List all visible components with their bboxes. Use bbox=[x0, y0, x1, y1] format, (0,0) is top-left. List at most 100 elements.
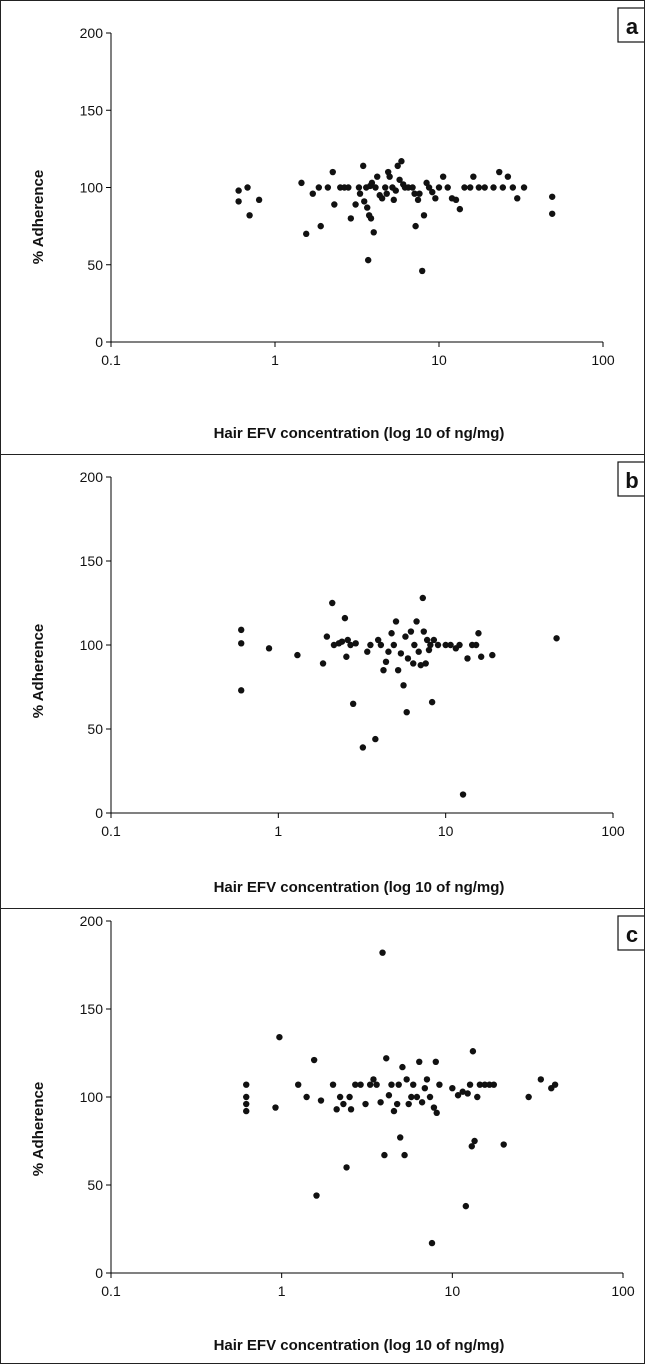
data-point bbox=[340, 1100, 347, 1108]
data-point bbox=[374, 636, 382, 644]
data-point bbox=[436, 1081, 443, 1088]
data-point bbox=[347, 1106, 355, 1113]
data-point bbox=[420, 628, 427, 635]
data-point bbox=[444, 184, 451, 191]
data-point bbox=[433, 1109, 440, 1117]
data-point bbox=[238, 687, 245, 694]
data-point bbox=[447, 641, 454, 649]
data-point bbox=[238, 626, 245, 634]
data-point bbox=[476, 1081, 484, 1088]
data-point bbox=[489, 651, 496, 659]
data-point bbox=[343, 1164, 350, 1171]
data-point bbox=[399, 1063, 406, 1071]
data-point bbox=[432, 1058, 439, 1065]
data-point bbox=[372, 184, 379, 191]
data-point bbox=[310, 1056, 318, 1064]
data-point bbox=[323, 633, 331, 640]
data-point bbox=[294, 651, 301, 659]
data-point bbox=[481, 1081, 489, 1088]
x-tick-label: 100 bbox=[591, 352, 615, 368]
x-tick-label: 0.1 bbox=[101, 1283, 121, 1299]
data-point bbox=[499, 184, 507, 191]
x-tick-label: 10 bbox=[431, 352, 447, 368]
data-point bbox=[383, 190, 390, 197]
data-point bbox=[372, 735, 379, 743]
x-tick-label: 0.1 bbox=[101, 352, 121, 368]
data-point bbox=[464, 655, 471, 662]
data-point bbox=[500, 1141, 507, 1148]
y-tick-label: 150 bbox=[80, 102, 104, 118]
data-point bbox=[469, 1048, 477, 1055]
data-point bbox=[317, 222, 324, 230]
data-point bbox=[459, 1088, 466, 1095]
data-point bbox=[490, 184, 497, 191]
data-point bbox=[449, 1085, 456, 1092]
data-point bbox=[400, 682, 407, 689]
data-point bbox=[324, 184, 332, 191]
data-point bbox=[388, 630, 395, 637]
data-point bbox=[414, 196, 422, 204]
data-point bbox=[402, 633, 409, 640]
data-point bbox=[244, 184, 251, 191]
data-point bbox=[392, 187, 399, 194]
data-point bbox=[548, 193, 556, 200]
data-point bbox=[459, 791, 467, 798]
data-point bbox=[462, 1202, 470, 1210]
data-point bbox=[362, 1100, 369, 1108]
panel-label-box: c bbox=[617, 915, 644, 951]
data-point bbox=[265, 645, 273, 652]
data-point bbox=[403, 1076, 410, 1083]
data-point bbox=[397, 1134, 404, 1141]
panel-label: b bbox=[625, 468, 638, 493]
data-point bbox=[434, 641, 442, 649]
data-point bbox=[352, 640, 359, 647]
data-point bbox=[377, 1099, 384, 1106]
data-point bbox=[319, 660, 327, 667]
chart-panel-c: 0.1 1 10 100 0 50 100 150 200 Hair EFV concentra… bbox=[0, 908, 645, 1364]
data-point bbox=[276, 1033, 283, 1041]
y-axis-title: % Adherence bbox=[30, 170, 47, 264]
x-tick-label: 1 bbox=[278, 1283, 286, 1299]
data-point bbox=[243, 1081, 250, 1088]
data-point bbox=[407, 628, 415, 635]
data-point bbox=[341, 614, 349, 622]
data-point bbox=[464, 1090, 471, 1097]
data-point bbox=[364, 204, 371, 211]
data-point bbox=[347, 215, 355, 222]
data-point bbox=[422, 660, 429, 667]
x-tick-label: 100 bbox=[611, 1283, 635, 1299]
chart-panel-a: 0.1 1 10 100 0 50 100 150 200 Hair EFV concentra… bbox=[0, 0, 645, 455]
data-point bbox=[329, 599, 336, 607]
data-point bbox=[338, 638, 346, 645]
x-axis-title: Hair EFV concentration (log 10 of ng/mg) bbox=[214, 879, 505, 896]
data-point bbox=[386, 173, 393, 180]
data-point bbox=[415, 648, 422, 655]
y-axis-title: % Adherence bbox=[30, 1082, 47, 1176]
data-point bbox=[409, 184, 416, 191]
data-point bbox=[548, 210, 556, 217]
data-point bbox=[394, 162, 401, 170]
data-point bbox=[331, 201, 338, 208]
data-point bbox=[383, 1055, 390, 1062]
data-point bbox=[392, 618, 400, 625]
data-point bbox=[398, 158, 405, 165]
x-axis-title: Hair EFV concentration (log 10 of ng/mg) bbox=[214, 1337, 505, 1354]
data-point bbox=[343, 653, 350, 660]
data-point bbox=[309, 190, 316, 197]
data-point bbox=[416, 1058, 423, 1065]
data-point bbox=[514, 195, 521, 202]
y-tick-label: 50 bbox=[87, 257, 103, 273]
data-point bbox=[330, 641, 338, 649]
data-point bbox=[474, 1093, 481, 1101]
scatter-plot-b: 0.1 1 10 100 0 50 100 150 200 Hair EFV concentra… bbox=[30, 461, 644, 896]
data-point bbox=[461, 184, 468, 191]
data-point bbox=[418, 1099, 426, 1106]
data-point bbox=[404, 655, 412, 662]
data-point bbox=[525, 1093, 532, 1101]
scatter-plot-c: 0.1 1 10 100 0 50 100 150 200 Hair EFV concentra… bbox=[30, 913, 644, 1354]
x-tick-label: 100 bbox=[601, 823, 625, 839]
data-point bbox=[317, 1097, 325, 1104]
data-point bbox=[432, 195, 439, 202]
data-point bbox=[428, 698, 436, 706]
data-point bbox=[413, 1093, 421, 1101]
